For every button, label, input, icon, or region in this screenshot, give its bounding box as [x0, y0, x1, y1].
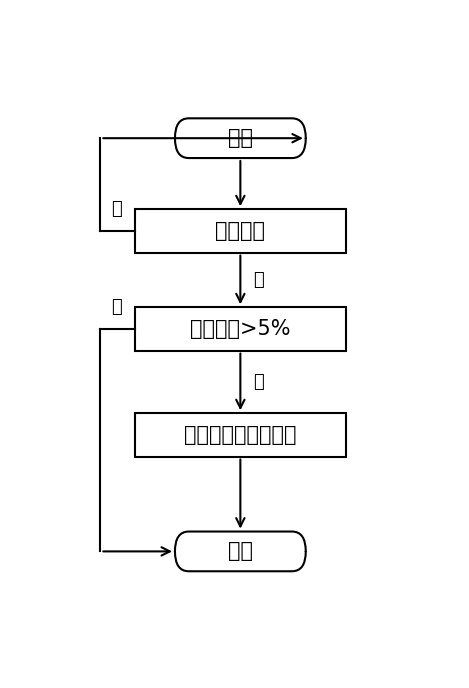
- Text: 否: 否: [111, 298, 122, 316]
- Text: 是: 是: [253, 373, 264, 391]
- Text: 开始: 开始: [228, 128, 253, 148]
- Text: 容量变化>5%: 容量变化>5%: [190, 319, 291, 339]
- FancyBboxPatch shape: [175, 118, 306, 158]
- Bar: [135, 413, 346, 457]
- Text: 是: 是: [111, 200, 122, 217]
- Text: 否: 否: [253, 271, 264, 289]
- Bar: [135, 209, 346, 252]
- Text: 修正电抗器额定电流: 修正电抗器额定电流: [184, 425, 296, 445]
- FancyBboxPatch shape: [175, 532, 306, 571]
- Text: 结束: 结束: [228, 541, 253, 561]
- Text: 保护启动: 保护启动: [215, 221, 265, 241]
- Bar: [135, 307, 346, 351]
